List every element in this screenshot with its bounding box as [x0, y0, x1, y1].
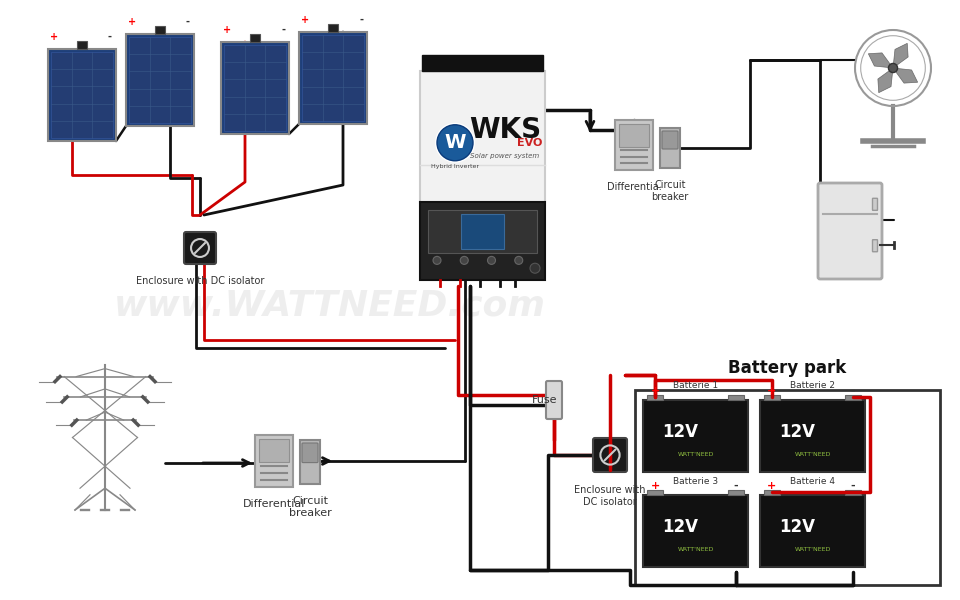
FancyBboxPatch shape	[259, 439, 289, 463]
Circle shape	[530, 263, 540, 273]
Circle shape	[888, 64, 898, 73]
Circle shape	[460, 256, 468, 265]
FancyBboxPatch shape	[647, 490, 663, 495]
FancyBboxPatch shape	[643, 400, 748, 472]
FancyBboxPatch shape	[48, 49, 116, 141]
FancyBboxPatch shape	[255, 435, 293, 487]
FancyBboxPatch shape	[647, 395, 663, 400]
FancyBboxPatch shape	[728, 395, 744, 400]
FancyBboxPatch shape	[461, 214, 504, 248]
FancyBboxPatch shape	[873, 239, 877, 252]
Text: +: +	[650, 481, 660, 491]
FancyBboxPatch shape	[77, 41, 87, 49]
FancyBboxPatch shape	[643, 495, 748, 567]
Text: Solar power system: Solar power system	[470, 153, 540, 159]
Text: +: +	[223, 25, 231, 35]
FancyBboxPatch shape	[420, 71, 545, 202]
Text: WKS: WKS	[468, 116, 541, 144]
FancyBboxPatch shape	[662, 131, 678, 149]
Circle shape	[437, 125, 473, 161]
Text: 12V: 12V	[779, 424, 815, 442]
FancyBboxPatch shape	[764, 395, 780, 400]
Text: -: -	[851, 481, 855, 491]
FancyBboxPatch shape	[428, 209, 537, 253]
Text: +: +	[767, 481, 777, 491]
Text: Fuse: Fuse	[532, 395, 558, 405]
Text: Circuit
breaker: Circuit breaker	[289, 496, 331, 518]
FancyBboxPatch shape	[619, 124, 649, 146]
Text: Hybrid Inverter: Hybrid Inverter	[431, 164, 479, 169]
Text: -: -	[281, 25, 285, 35]
Text: WATT'NEED: WATT'NEED	[794, 452, 830, 457]
Text: Differentia.: Differentia.	[607, 182, 661, 192]
Text: +: +	[128, 17, 136, 27]
Text: +: +	[300, 15, 309, 25]
FancyBboxPatch shape	[728, 490, 744, 495]
FancyBboxPatch shape	[221, 42, 289, 134]
FancyBboxPatch shape	[126, 34, 194, 126]
Text: 12V: 12V	[661, 424, 698, 442]
Text: -: -	[851, 386, 855, 396]
FancyBboxPatch shape	[845, 490, 861, 495]
FancyBboxPatch shape	[420, 202, 545, 280]
Text: -: -	[186, 17, 190, 27]
Text: +: +	[50, 32, 58, 42]
FancyBboxPatch shape	[184, 232, 216, 264]
Polygon shape	[877, 68, 893, 92]
Text: WATT'NEED: WATT'NEED	[794, 547, 830, 552]
Text: Enclosure with
DC isolator: Enclosure with DC isolator	[574, 485, 646, 506]
FancyBboxPatch shape	[546, 381, 562, 419]
Text: 12V: 12V	[661, 518, 698, 536]
Text: Circuit
breaker: Circuit breaker	[652, 180, 688, 202]
FancyBboxPatch shape	[873, 198, 877, 211]
FancyBboxPatch shape	[250, 34, 260, 42]
Text: +: +	[650, 386, 660, 396]
FancyBboxPatch shape	[615, 120, 653, 170]
Text: Differential: Differential	[243, 499, 305, 509]
FancyBboxPatch shape	[224, 45, 286, 131]
FancyBboxPatch shape	[845, 395, 861, 400]
Text: WATT'NEED: WATT'NEED	[678, 452, 713, 457]
Text: EVO: EVO	[517, 138, 542, 148]
FancyBboxPatch shape	[300, 440, 320, 484]
Circle shape	[515, 256, 523, 265]
FancyBboxPatch shape	[764, 490, 780, 495]
Polygon shape	[893, 68, 918, 83]
Text: Battery park: Battery park	[729, 359, 847, 377]
FancyBboxPatch shape	[760, 495, 865, 567]
Text: www.WATTNEED.com: www.WATTNEED.com	[114, 288, 546, 322]
FancyBboxPatch shape	[660, 128, 680, 168]
Circle shape	[433, 256, 441, 265]
Text: W: W	[444, 133, 466, 152]
FancyBboxPatch shape	[51, 52, 113, 138]
Text: WATT'NEED: WATT'NEED	[678, 547, 713, 552]
Text: +: +	[767, 386, 777, 396]
Polygon shape	[893, 43, 908, 68]
FancyBboxPatch shape	[299, 32, 367, 124]
Text: Batterie 1: Batterie 1	[673, 382, 718, 391]
FancyBboxPatch shape	[760, 400, 865, 472]
Text: -: -	[733, 481, 738, 491]
Text: -: -	[359, 15, 363, 25]
FancyBboxPatch shape	[302, 443, 318, 463]
FancyBboxPatch shape	[155, 26, 165, 34]
Circle shape	[488, 256, 495, 265]
FancyBboxPatch shape	[593, 438, 627, 472]
Text: -: -	[108, 32, 112, 42]
FancyBboxPatch shape	[129, 37, 191, 123]
FancyBboxPatch shape	[422, 55, 543, 71]
Text: Enclosure with DC isolator: Enclosure with DC isolator	[135, 276, 264, 286]
Text: Batterie 3: Batterie 3	[673, 476, 718, 485]
Text: 12V: 12V	[779, 518, 815, 536]
FancyBboxPatch shape	[328, 24, 338, 32]
Text: Batterie 2: Batterie 2	[790, 382, 835, 391]
Text: Batterie 4: Batterie 4	[790, 476, 835, 485]
Text: -: -	[733, 386, 738, 396]
Circle shape	[435, 123, 475, 163]
Polygon shape	[868, 53, 893, 68]
FancyBboxPatch shape	[818, 183, 882, 279]
FancyBboxPatch shape	[302, 35, 364, 121]
